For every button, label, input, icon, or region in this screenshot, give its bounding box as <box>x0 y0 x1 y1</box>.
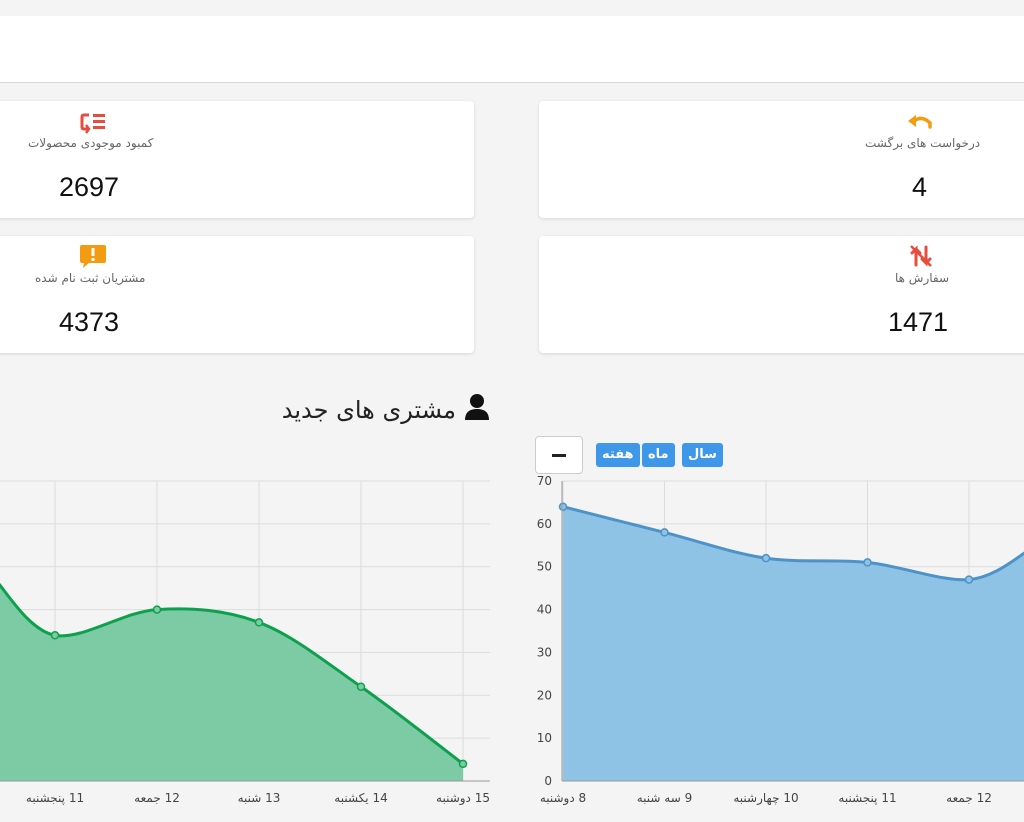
new-customers-heading: مشتری های جدید <box>282 393 490 427</box>
alert-message-icon <box>79 243 107 268</box>
stat-value-orders: 1471 <box>888 307 949 337</box>
y-tick-label: 0 <box>544 774 552 788</box>
data-point <box>356 682 366 691</box>
user-icon <box>464 393 490 427</box>
stat-card-orders[interactable]: سفارش ها 1471 <box>539 236 1024 353</box>
x-tick-label: 14 یکشنبه <box>334 791 387 805</box>
orders-chart: 8 دوشنبه 9 سه شنبه 10 چهارشنبه 11 پنجشنبه 12… <box>537 474 1024 806</box>
data-point <box>964 575 974 584</box>
stat-label-shortage: کمبود موجودی محصولات <box>28 136 154 150</box>
data-point <box>152 605 162 614</box>
list-shortage-icon <box>80 111 108 135</box>
y-tick-label: 40 <box>537 603 552 617</box>
stat-card-customers[interactable]: مشتریان ثبت نام شده 4373 <box>0 236 474 353</box>
x-tick-label: 8 دوشنبه <box>540 791 586 806</box>
stat-card-shortage[interactable]: کمبود موجودی محصولات 2697 <box>0 101 474 218</box>
year-button[interactable]: سال <box>682 443 723 467</box>
data-point <box>863 558 872 567</box>
data-point <box>50 631 60 640</box>
x-tick-label: 12 جمعه <box>134 791 180 805</box>
week-button[interactable]: هفته <box>596 443 640 467</box>
stat-value-returns: 4 <box>912 172 928 202</box>
y-tick-label: 60 <box>537 517 552 531</box>
data-point <box>254 618 264 627</box>
collapse-button[interactable] <box>535 436 583 474</box>
y-tick-label: 70 <box>537 474 552 488</box>
data-point <box>761 553 771 563</box>
sort-exchange-icon <box>907 243 935 267</box>
x-tick-label: 13 شنبه <box>238 791 281 805</box>
data-point <box>558 502 568 511</box>
data-point <box>458 759 468 769</box>
stat-value-customers: 4373 <box>59 307 120 337</box>
y-tick-label: 50 <box>537 560 552 574</box>
stat-label-orders: سفارش ها <box>895 271 950 285</box>
data-point <box>660 528 669 537</box>
x-tick-label: 10 چهارشنبه <box>733 791 798 806</box>
stat-card-returns[interactable]: درخواست های برگشت 4 <box>539 101 1024 218</box>
minus-icon <box>552 454 566 457</box>
y-tick-label: 30 <box>537 645 552 659</box>
stat-label-customers: مشتریان ثبت نام شده <box>35 271 146 285</box>
y-tick-label: 10 <box>537 731 552 745</box>
top-bar <box>0 16 1024 83</box>
x-tick-label: 11 پنجشنبه <box>838 791 896 805</box>
undo-arrow-icon <box>906 111 934 135</box>
area-fill <box>0 585 463 781</box>
new-customers-chart: 11 پنجشنبه 12 جمعه 13 شنبه 14 یکشنبه 15 دوشن… <box>0 480 490 806</box>
y-tick-label: 20 <box>537 688 552 702</box>
x-tick-label: 11 پنجشنبه <box>26 791 84 805</box>
stat-label-returns: درخواست های برگشت <box>865 136 981 150</box>
stat-value-shortage: 2697 <box>59 172 120 202</box>
area-fill <box>563 506 1024 781</box>
x-tick-label: 12 جمعه <box>946 791 992 805</box>
x-tick-label: 9 سه شنبه <box>637 791 693 805</box>
month-button[interactable]: ماه <box>642 443 675 467</box>
section-title-text: مشتری های جدید <box>281 396 456 424</box>
x-tick-label: 15 دوشنبه <box>436 791 490 806</box>
